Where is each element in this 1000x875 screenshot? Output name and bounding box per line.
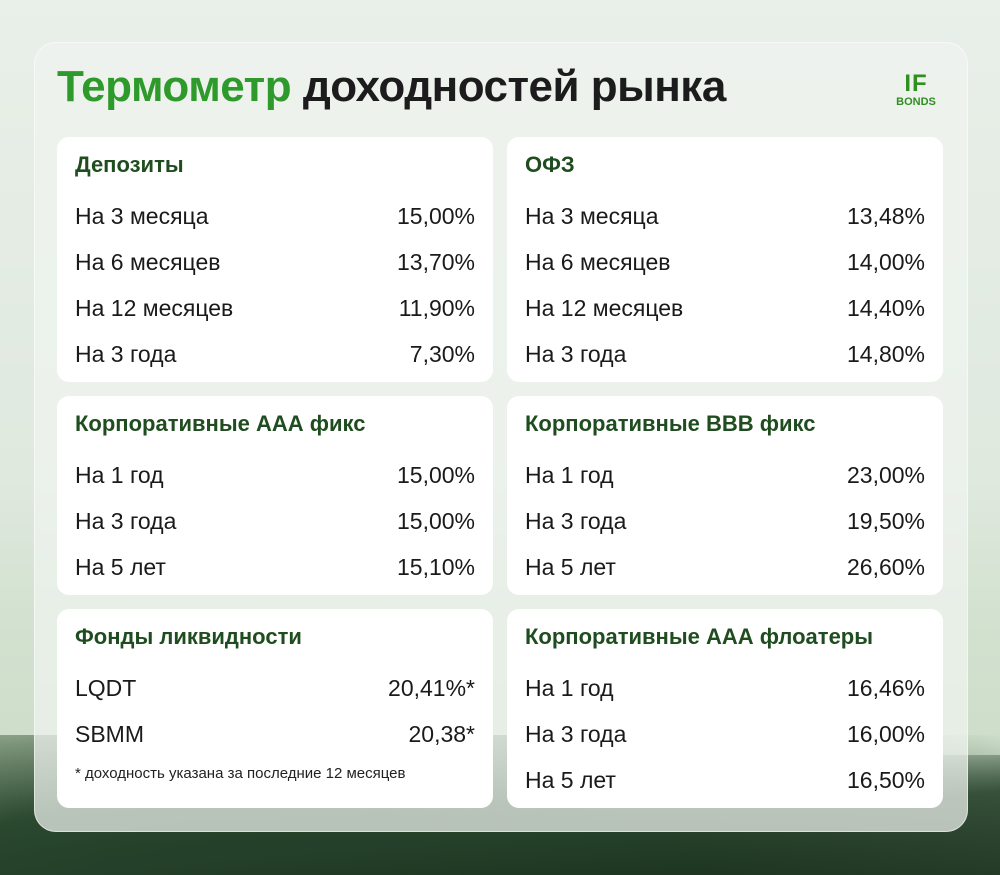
row-value: 7,30% [409, 341, 475, 367]
table-row: LQDT 20,41%* [75, 665, 475, 711]
table-row: На 3 года 16,00% [525, 711, 925, 757]
table-row: На 6 месяцев 13,70% [75, 239, 475, 285]
card-title: Корпоративные ААА фикс [75, 411, 366, 436]
row-value: 20,38* [408, 721, 475, 747]
row-value: 15,00% [396, 508, 475, 534]
row-label: На 5 лет [525, 767, 616, 793]
row-label: На 3 месяца [75, 203, 209, 229]
row-label: На 1 год [75, 462, 164, 488]
row-value: 23,00% [846, 462, 925, 488]
card-liquidity-funds: Фонды ликвидности LQDT 20,41%* SBMM 20,38*… [57, 609, 493, 808]
footnote: * доходность указана за последние 12 мес… [75, 765, 406, 782]
row-label: На 3 месяца [525, 203, 659, 229]
table-row: На 3 года 7,30% [75, 331, 475, 377]
row-value: 15,00% [396, 203, 475, 229]
card-title: Корпоративные BBB фикс [525, 411, 816, 436]
table-row: На 3 года 19,50% [525, 498, 925, 544]
card-title: ОФЗ [525, 152, 575, 177]
row-value: 13,70% [396, 249, 475, 275]
page-title: Термометр доходностей рынка [57, 62, 726, 112]
card-corporate-aaa-floaters: Корпоративные ААА флоатеры На 1 год 16,46… [507, 609, 943, 808]
table-row: На 3 года 15,00% [75, 498, 475, 544]
row-value: 16,46% [846, 675, 925, 701]
row-value: 20,41%* [388, 675, 475, 701]
table-row: На 5 лет 16,50% [525, 757, 925, 803]
row-label: На 3 года [525, 721, 627, 747]
row-value: 13,48% [846, 203, 925, 229]
logo-line2: BONDS [896, 96, 936, 108]
row-label: На 6 месяцев [525, 249, 671, 275]
if-bonds-logo: IF BONDS [888, 70, 944, 109]
row-label: На 12 месяцев [75, 295, 234, 321]
row-label: На 6 месяцев [75, 249, 221, 275]
table-row: На 1 год 15,00% [75, 452, 475, 498]
row-label: На 12 месяцев [525, 295, 684, 321]
logo-line1: IF [904, 70, 928, 97]
title-rest: доходностей рынка [302, 62, 726, 111]
row-label: На 5 лет [75, 554, 166, 580]
row-value: 15,00% [396, 462, 475, 488]
row-label: На 3 года [75, 508, 177, 534]
row-value: 15,10% [396, 554, 475, 580]
table-row: На 12 месяцев 11,90% [75, 285, 475, 331]
table-row: На 12 месяцев 14,40% [525, 285, 925, 331]
table-row: На 5 лет 26,60% [525, 544, 925, 590]
row-label: На 3 года [75, 341, 177, 367]
card-deposits: Депозиты На 3 месяца 15,00% На 6 месяцев 1… [57, 137, 493, 382]
table-row: На 3 месяца 15,00% [75, 193, 475, 239]
row-label: На 3 года [525, 508, 627, 534]
card-corporate-aaa-fixed: Корпоративные ААА фикс На 1 год 15,00% На… [57, 396, 493, 595]
row-value: 11,90% [398, 295, 475, 321]
row-value: 14,80% [846, 341, 925, 367]
row-label: На 1 год [525, 675, 614, 701]
table-row: На 5 лет 15,10% [75, 544, 475, 590]
row-label: SBMM [75, 721, 144, 747]
row-value: 26,60% [846, 554, 925, 580]
row-value: 19,50% [846, 508, 925, 534]
table-row: На 1 год 16,46% [525, 665, 925, 711]
card-title: Фонды ликвидности [75, 624, 302, 649]
table-row: SBMM 20,38* [75, 711, 475, 757]
table-row: На 3 года 14,80% [525, 331, 925, 377]
table-row: На 1 год 23,00% [525, 452, 925, 498]
card-ofz: ОФЗ На 3 месяца 13,48% На 6 месяцев 14,00%… [507, 137, 943, 382]
table-row: На 3 месяца 13,48% [525, 193, 925, 239]
row-label: На 5 лет [525, 554, 616, 580]
card-title: Депозиты [75, 152, 184, 177]
row-value: 16,50% [846, 767, 925, 793]
row-value: 14,40% [846, 295, 925, 321]
row-label: На 1 год [525, 462, 614, 488]
row-label: LQDT [75, 675, 137, 701]
row-value: 14,00% [846, 249, 925, 275]
card-corporate-bbb-fixed: Корпоративные BBB фикс На 1 год 23,00% На… [507, 396, 943, 595]
row-label: На 3 года [525, 341, 627, 367]
table-row: На 6 месяцев 14,00% [525, 239, 925, 285]
title-accent: Термометр [57, 62, 292, 111]
card-title: Корпоративные ААА флоатеры [525, 624, 874, 649]
row-value: 16,00% [846, 721, 925, 747]
